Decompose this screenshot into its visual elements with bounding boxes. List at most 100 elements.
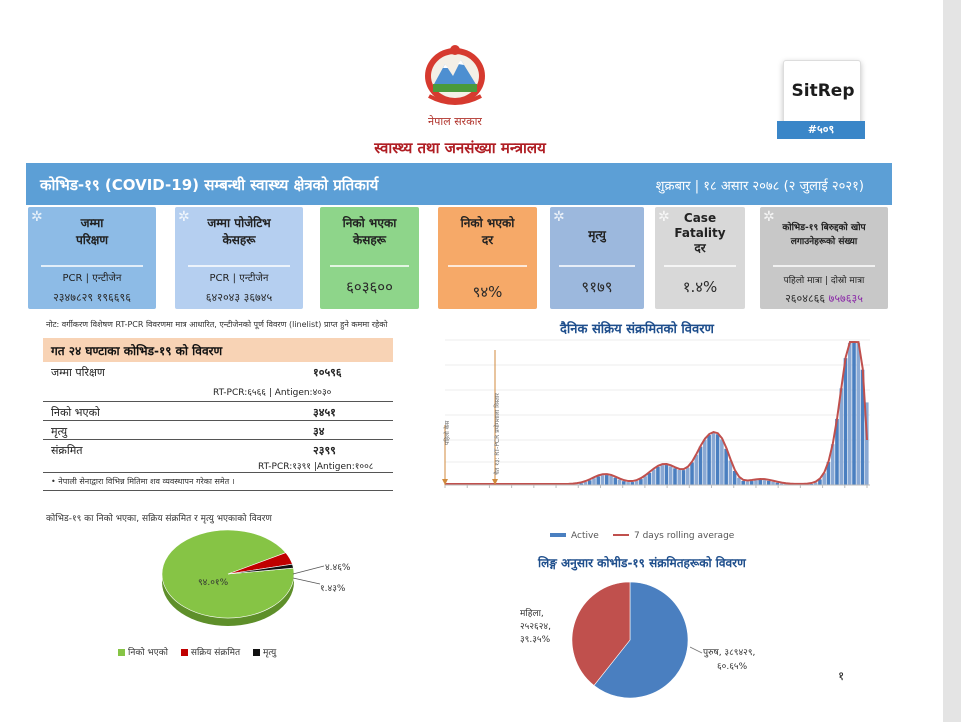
legend-active-label: Active	[571, 531, 599, 541]
legend-avg-label: 7 days rolling average	[634, 531, 735, 541]
active-bar	[634, 481, 639, 485]
row-value: २३९९	[313, 444, 336, 457]
card-cfr-title2: Fatality	[674, 226, 726, 240]
active-bar	[732, 470, 737, 485]
row-value: ३४	[313, 425, 325, 438]
card-tests-sub: PCR | एन्टीजेन	[62, 273, 122, 284]
pie-leader-lines	[292, 565, 325, 585]
active-bar	[703, 439, 707, 485]
pie-status-legend: निको भएको सक्रिय संक्रमित मृत्यु	[118, 645, 286, 658]
active-bar	[818, 479, 822, 485]
active-bar	[741, 480, 745, 485]
active-bar	[609, 475, 613, 485]
pie-active-label: ४.४६%	[325, 563, 351, 573]
card-vaccine-title2: लगाउनेहरूको संख्या	[790, 237, 858, 247]
note-text: नोट: वर्गीकरण विशेषण RT-PCR विवरणमा मात्…	[46, 320, 388, 329]
active-bar	[626, 482, 630, 485]
active-bar	[754, 480, 758, 485]
pie-status-title: कोभिड-१९ का निको भएका, सक्रिय संक्रमित र…	[46, 514, 272, 524]
card-cfr-title1: Case	[683, 211, 717, 225]
card-cfr-title3: दर	[694, 241, 706, 255]
card-positive-title1: जम्मा पोजेटिभ	[207, 216, 271, 230]
active-bar	[681, 470, 686, 485]
active-bar	[737, 477, 741, 485]
card-vaccine-sub: पहिलो मात्रा | दोस्रो मात्रा	[783, 276, 865, 286]
active-bar	[587, 480, 592, 485]
card-positive-title2: केसहरू	[222, 233, 256, 247]
active-bar	[583, 482, 588, 485]
last24-table: गत २४ घण्टाका कोभिड-१९ को विवरण जम्मा पर…	[43, 338, 393, 491]
active-bar	[856, 343, 861, 485]
legend-recovered: निको भएको	[118, 645, 168, 658]
active-bar	[839, 388, 844, 485]
last24-title: गत २४ घण्टाका कोभिड-१९ को विवरण	[43, 338, 393, 362]
active-bar	[745, 481, 750, 485]
active-bar	[630, 482, 635, 485]
title-banner: कोभिड-१९ (COVID-19) सम्बन्धी स्वास्थ्य क…	[26, 163, 892, 205]
active-bar	[762, 480, 767, 485]
male-label-pct: ६०.६५%	[717, 662, 748, 672]
active-bar	[865, 402, 869, 485]
active-bar	[860, 369, 865, 485]
active-bar	[677, 469, 682, 485]
row-sub: RT-PCR:१३९१ |Antigen:१००८	[258, 462, 374, 472]
active-bar	[724, 448, 728, 485]
active-bar	[835, 418, 839, 485]
active-bar	[775, 482, 780, 485]
card-vaccine-value2: ७५७६३५	[828, 292, 863, 305]
page-number: १	[838, 669, 845, 683]
active-bar	[830, 444, 835, 485]
card-deaths-value: ९१७९	[581, 278, 613, 296]
male-leader-line	[690, 646, 703, 654]
card-positive-value: ६४२०४३ ३६७४५	[205, 291, 273, 304]
active-bar	[758, 480, 763, 485]
star-icon: ✲	[31, 209, 43, 225]
active-bar	[651, 469, 656, 485]
male-label-count: पुरुष, ३८९४२९,	[703, 648, 756, 658]
active-bar	[728, 460, 733, 485]
card-vaccine: ✲ कोभिड-१९ बिरुद्दको खोप लगाउनेहरूको संख्…	[760, 207, 888, 309]
active-bar	[596, 476, 601, 485]
active-bar	[779, 483, 784, 485]
active-chart-title: दैनिक संक्रिय संक्रमितको विवरण	[560, 322, 714, 337]
pie-slice-male	[593, 581, 689, 699]
card-tests-title1: जम्मा	[80, 216, 104, 230]
chart-legend: Active 7 days rolling average	[550, 531, 735, 541]
active-bar	[852, 343, 856, 485]
pie-death-label: १.४३%	[320, 584, 346, 594]
active-bar	[664, 465, 669, 485]
card-cfr: ✲ Case Fatality दर १.४%	[655, 207, 745, 309]
active-bar	[579, 483, 584, 485]
table-row: मृत्यु ३४	[43, 421, 393, 440]
legend-active: सक्रिय संक्रमित	[180, 645, 240, 658]
active-bar	[711, 433, 716, 485]
active-bar	[613, 477, 618, 485]
row-label: संक्रमित	[51, 444, 83, 457]
active-bar	[660, 465, 664, 485]
row-label: मृत्यु	[51, 425, 68, 438]
active-bar	[843, 358, 848, 485]
star-icon: ✲	[658, 209, 670, 225]
annotation-first-case: पहिलो केस	[443, 420, 451, 445]
govt-label: नेपाल सरकार	[428, 115, 482, 128]
active-area-chart: पहिलो केस चैत १३: RT-PCR प्रयोगशाला विस्…	[442, 339, 870, 541]
card-recovered-title2: केसहरू	[352, 233, 387, 247]
active-bar	[673, 468, 677, 485]
star-icon: ✲	[763, 209, 775, 225]
active-bar	[600, 475, 605, 485]
table-row: जम्मा परिक्षण १०५९६ RT-PCR:६५६६ | Antige…	[43, 362, 393, 402]
sitrep-number: #५०९	[777, 121, 865, 139]
active-bar	[643, 476, 647, 485]
ministry-title: स्वास्थ्य तथा जनसंख्या मन्त्रालय	[374, 139, 546, 157]
active-bar	[647, 472, 652, 485]
card-vaccine-value1: २६०४८६६	[785, 292, 826, 305]
legend-active-swatch	[550, 533, 566, 537]
pie-slice-female	[571, 581, 631, 686]
active-bar	[690, 462, 694, 485]
active-bar	[847, 343, 852, 485]
card-recovery-value: ९४%	[472, 283, 503, 301]
active-bar	[771, 481, 775, 485]
row-label: जम्मा परिक्षण	[51, 366, 105, 379]
x-tick-marks	[444, 485, 868, 488]
